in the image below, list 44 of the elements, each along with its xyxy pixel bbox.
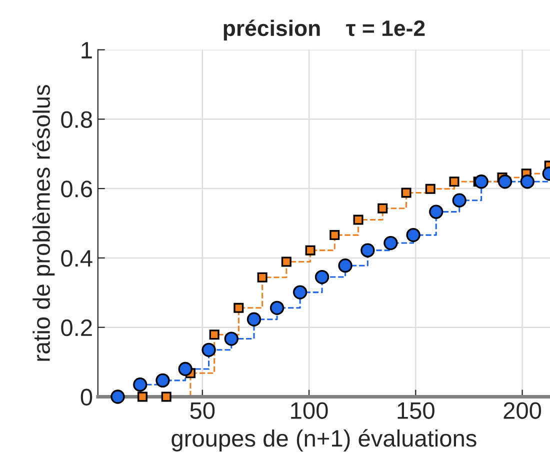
point: [178, 362, 192, 376]
point: [452, 193, 466, 208]
point: [314, 270, 330, 284]
y-axis-title: ratio de problèmes résolus: [32, 84, 55, 361]
y-tick-label: 0.6: [61, 180, 92, 198]
point: [449, 176, 460, 187]
point: [281, 256, 292, 267]
point: [520, 174, 534, 189]
point: [270, 300, 284, 315]
point: [406, 228, 420, 242]
y-tick-label: 0.8: [61, 111, 92, 128]
point: [292, 285, 308, 300]
point: [384, 236, 398, 250]
point: [234, 302, 244, 313]
y-tick-label: 0: [80, 388, 92, 406]
point: [353, 214, 364, 225]
point: [338, 258, 352, 273]
point: [401, 188, 412, 198]
point: [202, 342, 216, 357]
y-tick-label: 0.4: [61, 250, 92, 267]
x-tick-label: 150: [398, 402, 434, 419]
x-axis-title: groupes de (n+1) évaluations: [172, 429, 476, 452]
point: [474, 174, 488, 189]
point: [137, 392, 148, 402]
x-tick-label: 100: [291, 402, 328, 419]
point: [378, 203, 388, 214]
x-tick-label: 50: [190, 402, 215, 419]
y-tick-label: 1: [82, 42, 92, 58]
point: [429, 204, 444, 219]
y-tick-label: 0.2: [61, 319, 92, 336]
point: [161, 392, 172, 402]
point: [498, 174, 512, 189]
point: [257, 272, 268, 282]
point: [133, 378, 148, 392]
x-tick-label: 200: [504, 402, 542, 419]
point: [224, 332, 238, 346]
point: [246, 312, 262, 326]
point: [330, 230, 340, 240]
point: [305, 245, 316, 256]
point: [360, 243, 375, 258]
point: [156, 373, 170, 388]
point: [425, 184, 436, 194]
point: [209, 330, 220, 340]
chart-title: précision τ = 1e-2: [224, 20, 425, 40]
